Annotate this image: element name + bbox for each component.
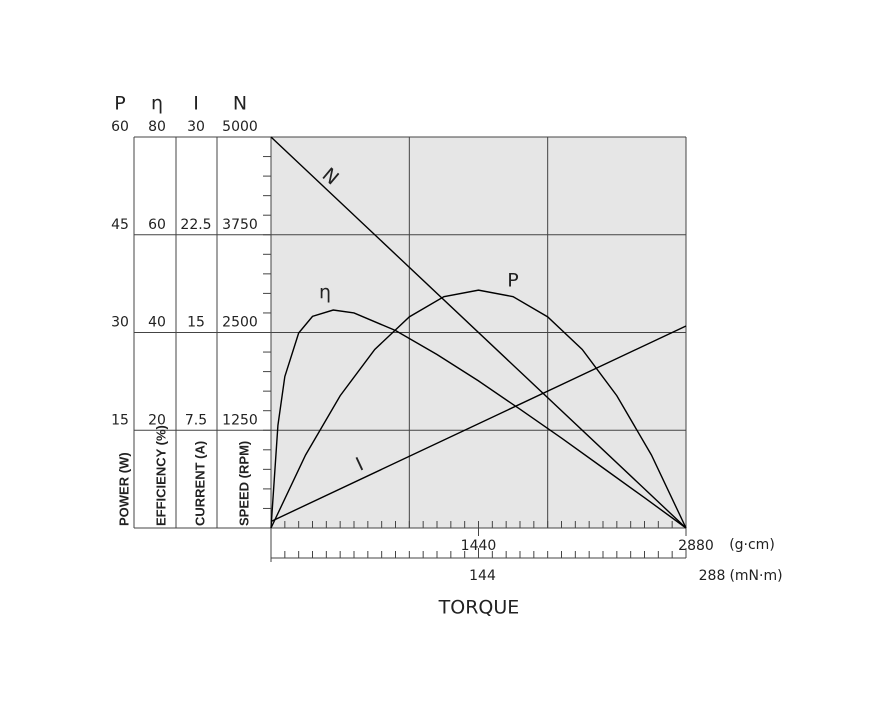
- y-tick-label: 5000: [222, 119, 258, 135]
- y-tick-label: 30: [111, 315, 129, 331]
- y-tick-label: 60: [148, 217, 166, 233]
- y-axis-title: CURRENT (A): [192, 441, 207, 526]
- axis-symbol: η: [151, 93, 163, 115]
- curve: [270, 289, 687, 529]
- x-axis-title: TORQUE: [438, 597, 520, 619]
- y-tick-label: 40: [148, 315, 166, 331]
- y-tick-label: 45: [111, 217, 129, 233]
- y-tick-label: 22.5: [180, 217, 211, 233]
- y-tick-label: 20: [148, 412, 166, 428]
- y-tick-label: 80: [148, 119, 166, 135]
- y-tick-label: 2500: [222, 315, 258, 331]
- y-tick-label: 7.5: [185, 412, 207, 428]
- x2-tick-label: 288: [699, 568, 726, 584]
- y-tick-label: 30: [187, 119, 205, 135]
- y-axis-title: EFFICIENCY (%): [153, 425, 168, 526]
- axis-symbol: P: [114, 93, 125, 115]
- y-tick-label: 15: [187, 315, 205, 331]
- y-axis-title: SPEED (RPM): [236, 441, 251, 526]
- curve: [270, 325, 687, 523]
- y-tick-label: 60: [111, 119, 129, 135]
- x-tick-label: 1440: [461, 538, 497, 554]
- curve-label: η: [319, 282, 331, 304]
- y-tick-label: 15: [111, 412, 129, 428]
- x2-tick-label: 144: [469, 568, 496, 584]
- y-tick-label: 3750: [222, 217, 258, 233]
- curve: [270, 136, 687, 529]
- y-axis-title: POWER (W): [116, 452, 131, 526]
- x2-unit: (mN·m): [729, 568, 782, 584]
- curve-label: P: [507, 270, 518, 292]
- y-tick-label: 1250: [222, 412, 258, 428]
- x-unit: (g·cm): [729, 537, 775, 553]
- axis-symbol: I: [193, 93, 199, 115]
- axis-symbol: N: [233, 93, 247, 115]
- x-tick-label: 2880: [678, 538, 714, 554]
